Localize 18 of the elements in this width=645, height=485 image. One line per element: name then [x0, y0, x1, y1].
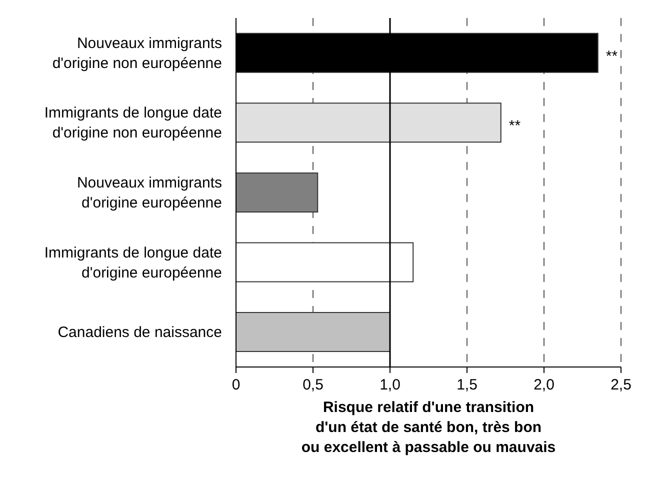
x-tick-label: 0 [232, 376, 240, 394]
x-axis-title: Risque relatif d'une transition d'un état de santé bon, très bon ou excellent à passable ou mauvais [301, 399, 556, 456]
x-tick-label: 0,5 [302, 376, 324, 394]
y-tick-label: Nouveaux immigrants d'origine non européenne [52, 34, 222, 72]
y-tick-label: Canadiens de naissance [58, 324, 222, 342]
bar [236, 172, 318, 212]
x-tick-label: 2,5 [610, 376, 632, 394]
x-tick-label: 2,0 [534, 376, 554, 394]
bar [236, 102, 502, 143]
bar [236, 312, 390, 352]
annotation: ** [508, 118, 521, 135]
bar [236, 242, 414, 282]
y-tick-label: Immigrants de longue date d'origine non européenne [44, 104, 222, 142]
y-tick-label: Immigrants de longue date d'origine européenne [44, 244, 222, 282]
x-tick-label: 1,0 [380, 376, 400, 394]
annotation: ** [606, 48, 618, 65]
x-tick-label: 1,5 [456, 376, 478, 394]
y-tick-label: Nouveaux immigrants d'origine européenne [76, 174, 222, 212]
